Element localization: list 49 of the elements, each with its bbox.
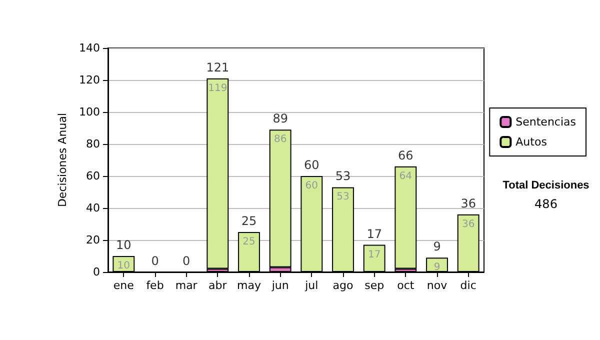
total-label: 10 (116, 238, 132, 252)
total-label: 0 (182, 254, 190, 268)
x-tick-label: feb (146, 279, 164, 292)
total-label: 25 (241, 214, 257, 228)
data-label: 9 (434, 262, 440, 274)
y-axis-title: Decisiones Anual (56, 112, 70, 208)
total-label: 89 (272, 112, 288, 126)
data-label: 60 (305, 180, 318, 192)
x-tick-label: ene (113, 279, 134, 292)
data-label: 36 (462, 218, 475, 230)
x-tick-label: sep (364, 279, 384, 292)
total-label: 60 (304, 158, 320, 172)
data-label: 64 (399, 170, 412, 182)
x-tick-label: ago (332, 279, 354, 292)
x-tick-label: abr (208, 279, 228, 292)
x-tick-label: dic (460, 279, 476, 292)
data-label: 119 (208, 82, 228, 94)
legend-label: Sentencias (516, 116, 576, 128)
total-label: 9 (433, 240, 441, 254)
y-tick-label: 140 (79, 42, 100, 54)
data-label: 86 (274, 134, 287, 146)
y-tick-label: 40 (86, 202, 100, 214)
y-tick-label: 120 (79, 74, 100, 86)
data-label: 17 (368, 249, 381, 260)
x-tick-label: nov (426, 279, 448, 292)
bar (394, 166, 417, 269)
x-tick-label: oct (397, 279, 415, 292)
y-tick-label: 100 (79, 106, 100, 118)
legend-label: Autos (516, 136, 548, 148)
x-tick-label: may (237, 279, 262, 292)
y-tick-label: 60 (86, 170, 100, 182)
y-tick-label: 20 (86, 234, 100, 246)
bar (206, 78, 229, 269)
y-tick-label: 0 (93, 266, 100, 278)
y-tick-label: 80 (86, 138, 100, 150)
x-tick-label: jul (304, 279, 318, 292)
total-label: 17 (366, 226, 382, 241)
total-label: 121 (206, 60, 230, 74)
data-label: 53 (336, 192, 350, 203)
total-label: 36 (460, 196, 476, 210)
x-tick-label: mar (175, 279, 198, 292)
data-label: 25 (242, 236, 256, 248)
x-tick-label: jun (270, 279, 289, 292)
total-label: 0 (151, 254, 159, 268)
total-label: 53 (335, 169, 351, 184)
text: 486 (534, 197, 558, 211)
data-label: 10 (117, 260, 130, 272)
total-label: 66 (398, 148, 414, 162)
text: Total Decisiones (502, 180, 590, 192)
